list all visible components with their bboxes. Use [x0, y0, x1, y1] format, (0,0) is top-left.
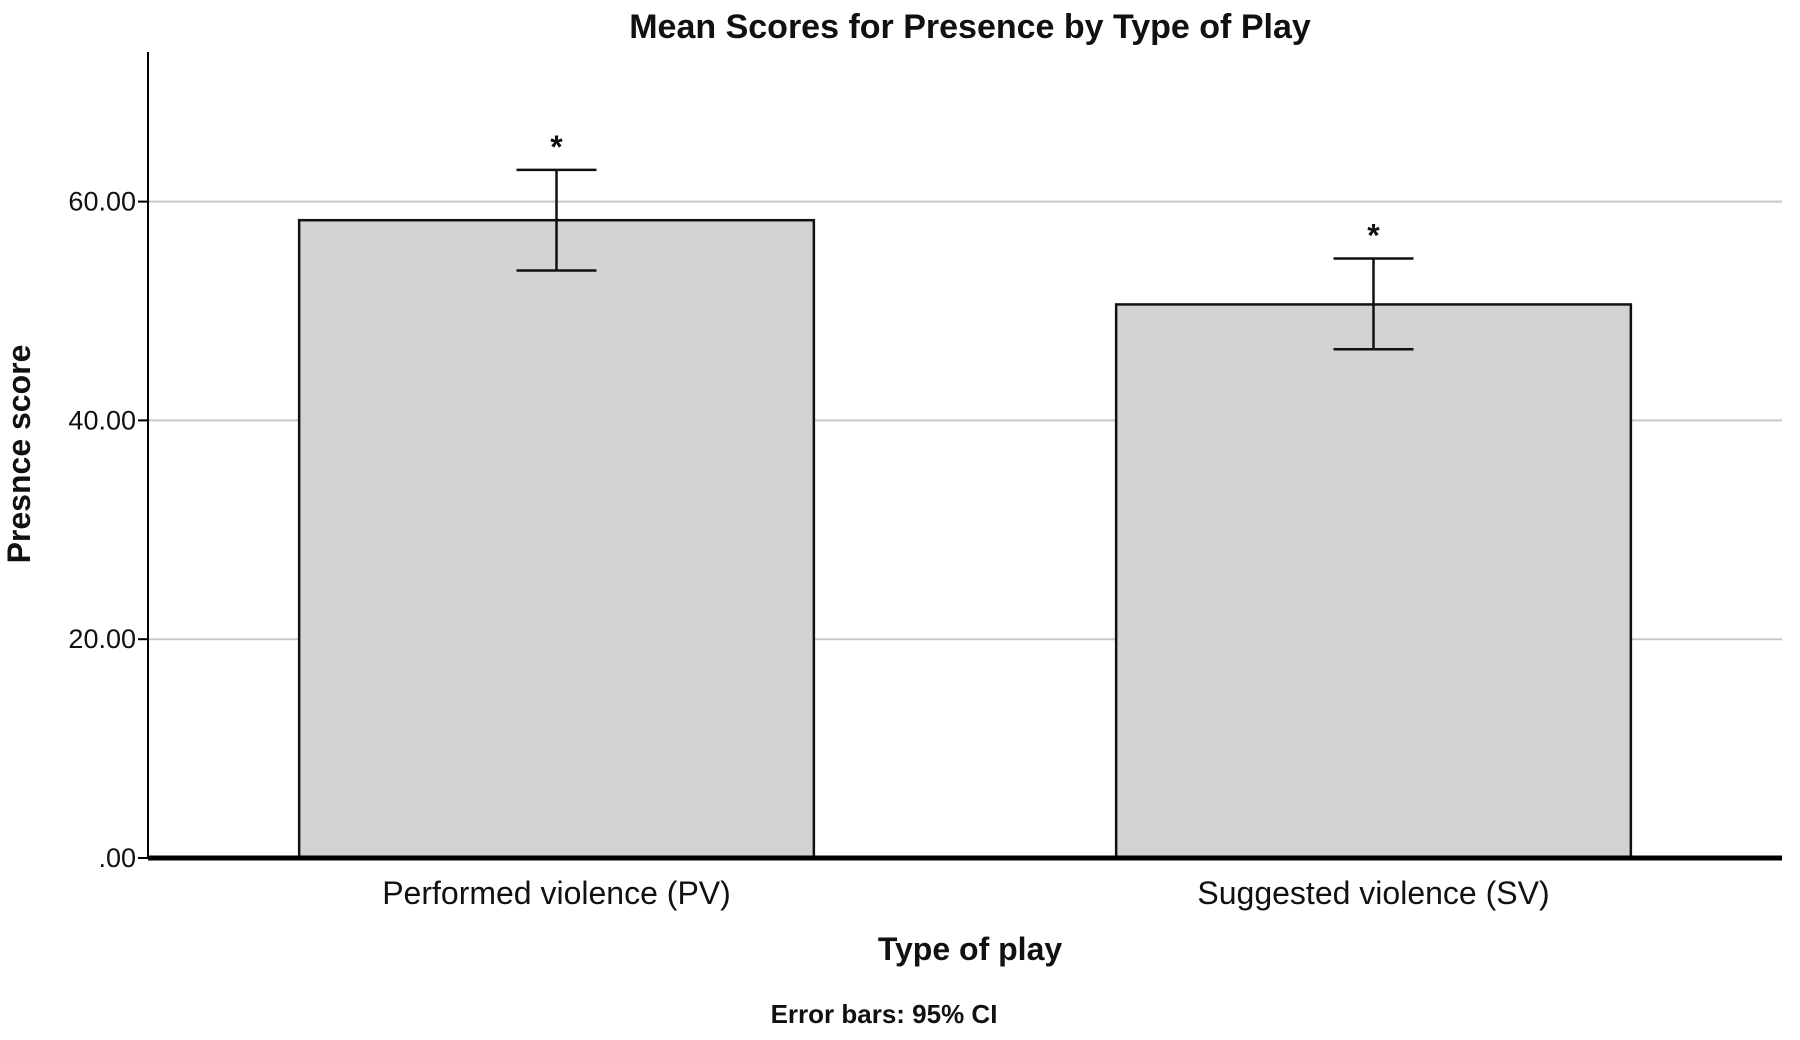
x-category-label-2: Suggested violence (SV): [1197, 875, 1549, 911]
y-tick-label-0: .00: [98, 843, 136, 873]
x-axis-title: Type of play: [878, 931, 1063, 967]
y-tick-label-40: 40.00: [68, 405, 136, 435]
y-ticks: .00 20.00 40.00 60.00: [68, 187, 148, 873]
x-category-labels: Performed violence (PV) Suggested violenc…: [382, 875, 1549, 911]
bars: **: [297, 129, 1633, 860]
y-tick-label-20: 20.00: [68, 624, 136, 654]
chart-title: Mean Scores for Presence by Type of Play: [629, 8, 1311, 46]
significance-marker-2: *: [1367, 217, 1380, 253]
significance-marker-1: *: [550, 129, 563, 165]
y-axis-title: Presnce score: [1, 345, 37, 564]
bar-1: [297, 218, 816, 860]
y-tick-label-60: 60.00: [68, 187, 136, 217]
error-bars-footnote: Error bars: 95% CI: [771, 999, 998, 1029]
bar-2: [1114, 303, 1633, 860]
axes: [147, 52, 1782, 861]
x-category-label-1: Performed violence (PV): [382, 875, 731, 911]
